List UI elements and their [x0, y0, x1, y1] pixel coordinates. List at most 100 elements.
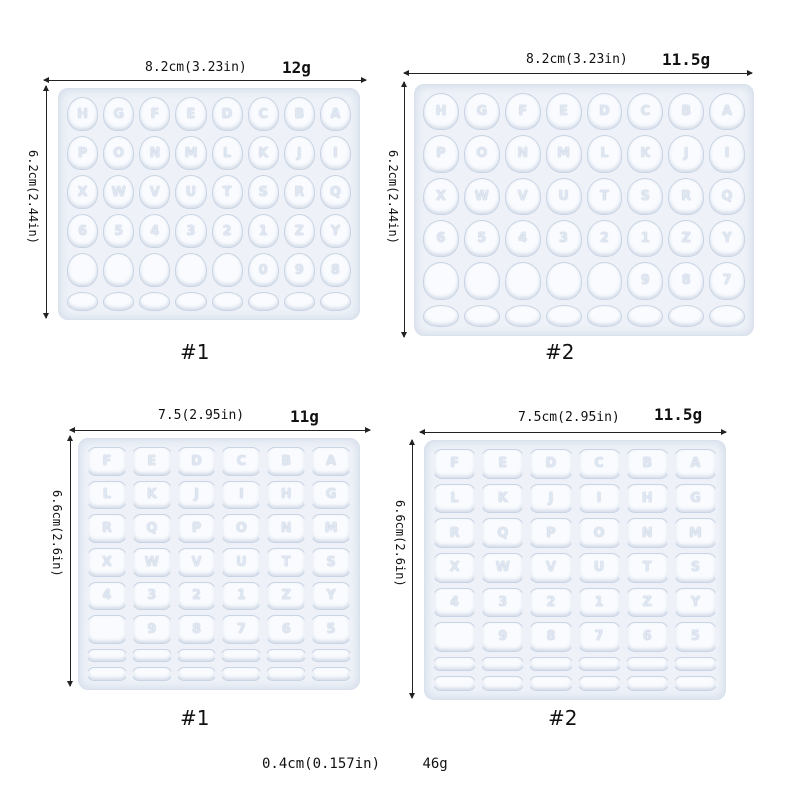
mold-cavity: 2: [586, 219, 623, 258]
mold-cavity: [85, 667, 129, 681]
mold-cavity: S: [627, 177, 664, 215]
mold-cavity: F: [139, 97, 171, 131]
mold-cavity: E: [479, 449, 527, 479]
mold-cavity: [504, 304, 541, 327]
mold-cavity: M: [175, 136, 207, 170]
mold-cavity: [211, 292, 243, 311]
mold-cavity: T: [264, 547, 308, 577]
mold-cavity: J: [527, 483, 575, 514]
mold-cavity: F: [85, 447, 129, 476]
mold-cavity: M: [545, 135, 582, 173]
mold-cavity: H: [623, 483, 672, 514]
mold-cavity: V: [527, 552, 575, 583]
mold-cavity: D: [586, 93, 623, 131]
mold-cavity: X: [430, 552, 479, 583]
mold-cavity: [174, 648, 219, 663]
mold-cavity: B: [283, 97, 315, 131]
mold-cavity: Y: [309, 581, 353, 611]
mold-cavity: V: [174, 547, 219, 577]
mold-cavity: E: [129, 447, 174, 476]
mold-cavity: R: [430, 518, 479, 548]
mold-cavity: B: [668, 93, 705, 131]
mold-cavity: 6: [623, 622, 672, 652]
mold-cavity: 3: [479, 587, 527, 618]
mold-cavity: [283, 292, 315, 311]
mold-cavity: R: [85, 514, 129, 543]
mold-cavity: [219, 667, 264, 681]
mold-cavity: B: [623, 449, 672, 479]
width-label-top-left: 8.2cm(3.23in): [145, 60, 247, 75]
mold-cavity: Q: [709, 177, 745, 215]
mold-cavity: [103, 292, 135, 311]
mold-cavity: 9: [479, 622, 527, 652]
mold-number-top-right: #2: [545, 340, 575, 364]
weight-top-left: 12g: [282, 58, 311, 77]
mold-cavity: [479, 676, 527, 691]
mold-cavity: L: [211, 136, 243, 170]
height-label-bottom-right: 6.6cm(2.6in): [393, 500, 407, 587]
mold-cavity: Y: [709, 219, 745, 258]
mold-cavity: [264, 667, 308, 681]
mold-cavity: [623, 676, 672, 691]
mold-cavity: W: [463, 177, 500, 215]
mold-cavity: K: [479, 483, 527, 514]
width-arrow-bottom-left: [69, 427, 371, 433]
mold-cavity: Z: [668, 219, 705, 258]
mold-cavity: P: [67, 136, 99, 170]
mold-cavity: [545, 304, 582, 327]
mold-cavity: [264, 648, 308, 663]
mold-cavity: K: [129, 480, 174, 510]
mold-cavity: [423, 304, 459, 327]
mold-cavity: 7: [575, 622, 623, 652]
mold-cavity: H: [423, 93, 459, 131]
mold-cavity: [309, 667, 353, 681]
mold-cavity: [423, 262, 459, 300]
mold-cavity: S: [309, 547, 353, 577]
mold-cavity: 5: [671, 622, 720, 652]
mold-cavity: C: [627, 93, 664, 131]
mold-cavity: 4: [430, 587, 479, 618]
mold-cavity: T: [623, 552, 672, 583]
mold-cavity: K: [247, 136, 279, 170]
mold-cavity: 9: [283, 253, 315, 287]
mold-cavity: 3: [545, 219, 582, 258]
mold-cavity: P: [423, 135, 459, 173]
width-arrow-bottom-right: [419, 429, 727, 435]
mold-cavity: I: [575, 483, 623, 514]
mold-cavity: [67, 253, 99, 287]
weight-top-right: 11.5g: [662, 50, 711, 69]
mold-cavity: Y: [671, 587, 720, 618]
mold-cavity: H: [67, 97, 99, 131]
mold-cavity: [85, 615, 129, 644]
total-weight-label: 46g: [422, 756, 448, 772]
mold-cavity: [627, 304, 664, 327]
height-label-top-left: 6.2cm(2.44in): [26, 150, 40, 244]
mold-cavity: J: [668, 135, 705, 173]
mold-cavity: [319, 292, 351, 311]
mold-cavity: F: [430, 449, 479, 479]
mold-number-bottom-left: #1: [180, 706, 210, 730]
mold-cavity: W: [129, 547, 174, 577]
mold-cavity: R: [283, 175, 315, 209]
mold-cavity: [671, 676, 720, 691]
mold-cavity: I: [709, 135, 745, 173]
weight-bottom-right: 11.5g: [654, 405, 703, 424]
height-arrow-bottom-left: [67, 435, 73, 687]
mold-cavity: [545, 262, 582, 300]
mold-cavity: B: [264, 447, 308, 476]
mold-cavity: W: [479, 552, 527, 583]
mold-cavity: O: [219, 514, 264, 543]
mold-cavity: M: [671, 518, 720, 548]
width-arrow-top-left: [43, 77, 367, 83]
mold-cavity: U: [175, 175, 207, 209]
mold-cavity: D: [174, 447, 219, 476]
mold-cavity: W: [103, 175, 135, 209]
mold-cavity: E: [175, 97, 207, 131]
mold-cavity: 7: [219, 615, 264, 644]
weight-bottom-left: 11g: [290, 407, 319, 426]
